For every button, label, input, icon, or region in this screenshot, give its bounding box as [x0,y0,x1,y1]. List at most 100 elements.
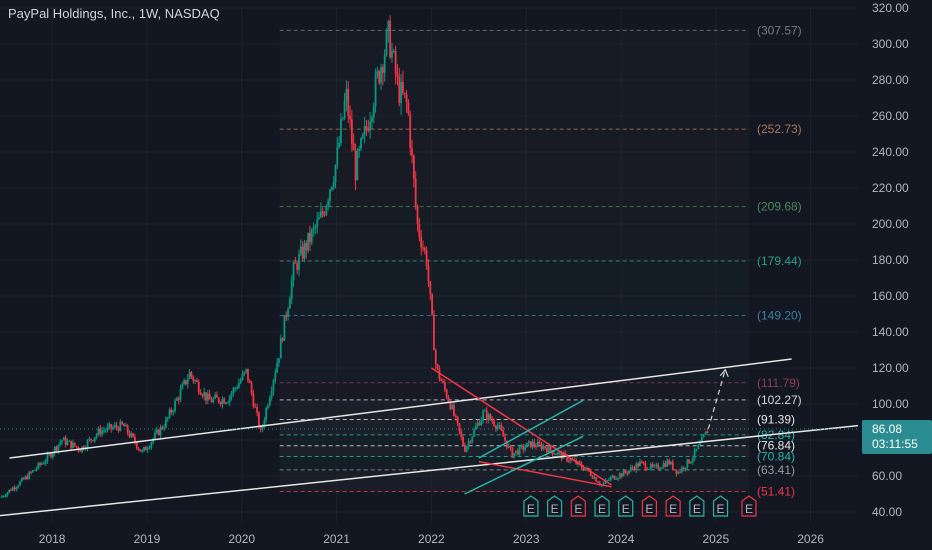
trendline-descending-upper[interactable] [430,367,612,486]
candle-body [103,430,105,432]
candle-body [361,134,364,139]
candle-body [97,428,100,435]
earnings-marker-label: E [717,502,725,516]
fib-level-label: (70.84) [757,449,795,463]
earnings-marker[interactable] [594,495,610,517]
earnings-marker[interactable] [570,495,586,517]
candle-body [319,211,322,218]
candle-body [53,446,56,454]
candle-body [597,481,599,483]
candle-body [86,440,89,449]
candle-body [402,81,404,93]
candle-body [608,479,610,481]
candle-body [181,384,184,390]
earnings-marker[interactable] [712,495,729,517]
candle-body [318,217,320,220]
earnings-marker[interactable] [741,495,757,517]
fib-level-label: (179.44) [757,254,802,268]
candle-body [504,436,506,441]
candle-body [203,392,206,397]
candle-body [429,281,432,295]
candle-body [57,444,60,451]
candle-body [363,126,366,135]
candle-body [2,496,5,498]
candle-body [347,88,350,116]
candle-body [480,419,483,426]
candle-body [485,410,488,420]
candle-body [540,443,543,450]
candle-body [589,471,592,476]
earnings-marker[interactable] [523,495,539,517]
candle-body [128,432,131,437]
candle-body [230,393,233,397]
earnings-marker[interactable] [665,495,681,517]
candle-body [88,438,91,441]
earnings-marker[interactable] [547,495,563,517]
trendline-projection[interactable] [707,369,726,430]
candle-body [190,371,193,377]
candle-body [124,424,127,427]
candle-body [132,433,134,437]
earnings-marker[interactable] [618,495,634,517]
candle-body [660,467,663,469]
candle-body [653,465,656,467]
candle-body [113,425,116,428]
candle-body [216,394,218,398]
candle-body [591,475,594,479]
candle-body [555,453,557,455]
candle-body [598,482,601,485]
candle-body [35,468,38,470]
candle-body [706,431,709,434]
earnings-marker[interactable] [689,495,705,517]
candle-body [684,467,687,470]
candle-body [478,422,481,426]
candle-body [360,138,362,149]
candle-body [219,402,222,405]
candle-body [544,446,547,449]
candle-body [558,452,561,454]
x-tick-label: 2023 [513,532,540,546]
candle-body [416,205,419,224]
earnings-marker[interactable] [641,495,658,517]
candle-body [567,460,570,462]
candle-body [254,406,257,408]
candle-body [345,88,348,101]
candle-body [294,262,297,264]
candle-body [473,429,475,437]
candle-body [367,128,370,131]
candle-body [443,382,446,390]
candle-body [666,460,669,467]
trendline-teal-2[interactable] [464,435,584,495]
candle-body [288,298,291,309]
candle-body [42,463,45,465]
candle-body [690,461,692,464]
candle-body [232,388,235,394]
earnings-marker-label: E [574,502,582,516]
candle-body [657,464,660,469]
price-badge-value: 86.08 [872,422,902,436]
candle-body [620,473,623,477]
candle-body [214,394,217,399]
candle-body [239,379,242,383]
candle-body [664,463,667,467]
trendline-mid-line[interactable] [0,424,859,517]
trendline-descending-lower[interactable] [478,460,612,488]
fib-zone [279,469,749,492]
trendline-upper-channel[interactable] [9,358,792,459]
candle-body [279,338,282,359]
candle-body [562,452,565,459]
trendline-teal-1[interactable] [478,399,584,459]
candle-body [387,20,390,32]
candle-body [10,489,12,491]
candle-body [48,453,51,455]
candle-body [651,464,654,467]
candle-body [464,445,466,452]
x-tick-label: 2024 [608,532,635,546]
candle-body [551,450,554,455]
candle-body [688,459,691,464]
candle-body [28,472,31,479]
chart-title: PayPal Holdings, Inc., 1W, NASDAQ [8,6,220,21]
candle-body [582,467,585,471]
candle-body [121,421,124,425]
